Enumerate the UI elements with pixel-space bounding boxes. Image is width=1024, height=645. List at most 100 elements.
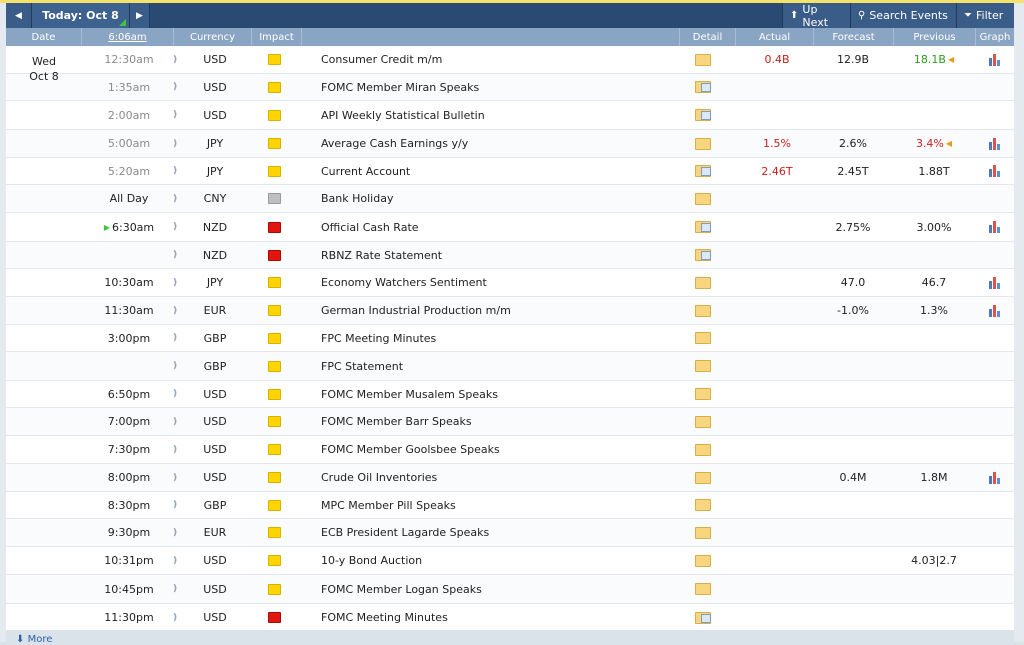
event-title[interactable]: FPC Meeting Minutes xyxy=(321,331,437,345)
folder-icon[interactable] xyxy=(695,415,711,428)
chart-icon[interactable] xyxy=(989,53,1003,66)
sound-icon[interactable]: ❫ xyxy=(171,82,179,92)
folder-icon[interactable] xyxy=(695,554,711,567)
folder-icon[interactable] xyxy=(695,276,711,289)
filter-button[interactable]: ⏷ Filter xyxy=(956,3,1014,28)
detail-cell[interactable] xyxy=(692,130,714,157)
sound-icon[interactable]: ❫ xyxy=(171,277,179,288)
event-row[interactable]: 11:30pm ❫ USD FOMC Meeting Minutes xyxy=(6,604,1014,632)
sound-icon[interactable]: ❫ xyxy=(171,500,179,510)
graph-cell[interactable] xyxy=(981,46,1011,73)
event-row[interactable]: 10:31pm ❫ USD 10-y Bond Auction 4.03|2.7 xyxy=(6,547,1014,575)
sound-icon[interactable]: ❫ xyxy=(171,54,179,65)
event-row[interactable]: 5:00am ❫ JPY Average Cash Earnings y/y 1.5% 2… xyxy=(6,130,1014,158)
chart-icon[interactable] xyxy=(989,165,1003,177)
chart-icon[interactable] xyxy=(989,137,1003,150)
event-title[interactable]: Average Cash Earnings y/y xyxy=(321,137,469,150)
folder-icon[interactable] xyxy=(695,611,711,624)
sound-icon[interactable]: ❫ xyxy=(171,305,179,316)
folder-icon[interactable] xyxy=(695,249,711,261)
detail-cell[interactable] xyxy=(692,604,714,631)
event-title[interactable]: Crude Oil Inventories xyxy=(321,471,438,484)
chart-icon[interactable] xyxy=(989,221,1003,233)
event-row[interactable]: 8:00pm ❫ USD Crude Oil Inventories 0.4M 1.8M xyxy=(6,464,1014,492)
sound-icon[interactable]: ❫ xyxy=(171,444,179,455)
chart-icon[interactable] xyxy=(989,471,1003,484)
event-title[interactable]: FOMC Member Logan Speaks xyxy=(321,582,482,596)
detail-cell[interactable] xyxy=(692,185,714,212)
folder-icon[interactable] xyxy=(695,499,711,511)
event-row[interactable]: 8:30pm ❫ GBP MPC Member Pill Speaks xyxy=(6,492,1014,519)
sound-icon[interactable]: ❫ xyxy=(171,110,179,120)
folder-icon[interactable] xyxy=(695,81,711,93)
event-row[interactable]: 3:00pm ❫ GBP FPC Meeting Minutes xyxy=(6,325,1014,352)
folder-icon[interactable] xyxy=(695,192,711,205)
chart-icon[interactable] xyxy=(989,276,1003,289)
detail-cell[interactable] xyxy=(692,352,714,380)
sound-icon[interactable]: ❫ xyxy=(171,333,179,343)
event-title[interactable]: Current Account xyxy=(321,164,411,178)
folder-icon[interactable] xyxy=(695,388,711,400)
event-row[interactable]: 2:00am ❫ USD API Weekly Statistical Bulleti… xyxy=(6,101,1014,130)
event-row[interactable]: 9:30pm ❫ EUR ECB President Lagarde Speaks xyxy=(6,519,1014,547)
graph-cell[interactable] xyxy=(981,158,1011,184)
sound-icon[interactable]: ❫ xyxy=(171,138,179,149)
event-row[interactable]: ▶ 6:30am ❫ NZD Official Cash Rate 2.75% 3.00% xyxy=(6,213,1014,242)
folder-icon[interactable] xyxy=(695,443,711,456)
detail-cell[interactable] xyxy=(692,101,714,129)
detail-cell[interactable] xyxy=(692,492,714,518)
sound-icon[interactable]: ❫ xyxy=(171,250,179,260)
event-title[interactable]: German Industrial Production m/m xyxy=(321,304,511,317)
graph-cell[interactable] xyxy=(981,269,1011,296)
event-title[interactable]: Economy Watchers Sentiment xyxy=(321,276,487,289)
folder-icon[interactable] xyxy=(695,165,711,177)
detail-cell[interactable] xyxy=(692,46,714,73)
event-row[interactable]: All Day ❫ CNY Bank Holiday xyxy=(6,185,1014,213)
event-title[interactable]: FPC Statement xyxy=(321,359,404,373)
event-row[interactable]: 1:35am ❫ USD FOMC Member Miran Speaks xyxy=(6,74,1014,101)
search-events-button[interactable]: ⚲ Search Events xyxy=(850,3,956,28)
event-title[interactable]: Consumer Credit m/m xyxy=(321,53,443,66)
graph-cell[interactable] xyxy=(981,130,1011,157)
sound-icon[interactable]: ❫ xyxy=(171,555,179,566)
folder-icon[interactable] xyxy=(695,583,711,595)
detail-cell[interactable] xyxy=(692,519,714,546)
event-title[interactable]: ECB President Lagarde Speaks xyxy=(321,526,490,539)
detail-cell[interactable] xyxy=(692,297,714,324)
detail-cell[interactable] xyxy=(692,213,714,241)
detail-cell[interactable] xyxy=(692,325,714,351)
event-title[interactable]: API Weekly Statistical Bulletin xyxy=(321,108,485,122)
folder-icon[interactable] xyxy=(695,332,711,344)
sound-icon[interactable]: ❫ xyxy=(171,584,179,594)
event-row[interactable]: 10:45pm ❫ USD FOMC Member Logan Speaks xyxy=(6,575,1014,604)
next-day-button[interactable]: ▶ xyxy=(130,3,150,28)
detail-cell[interactable] xyxy=(692,408,714,435)
today-label[interactable]: Today: Oct 8 xyxy=(32,3,130,28)
event-title[interactable]: Bank Holiday xyxy=(321,192,394,205)
col-header-time[interactable]: 6:06am xyxy=(82,28,174,46)
detail-cell[interactable] xyxy=(692,547,714,574)
event-title[interactable]: MPC Member Pill Speaks xyxy=(321,498,456,512)
detail-cell[interactable] xyxy=(692,74,714,100)
graph-cell[interactable] xyxy=(981,297,1011,324)
detail-cell[interactable] xyxy=(692,158,714,184)
event-title[interactable]: FOMC Member Musalem Speaks xyxy=(321,387,498,401)
detail-cell[interactable] xyxy=(692,269,714,296)
event-title[interactable]: FOMC Meeting Minutes xyxy=(321,611,448,624)
folder-icon[interactable] xyxy=(695,526,711,539)
folder-icon[interactable] xyxy=(695,137,711,150)
folder-icon[interactable] xyxy=(695,304,711,317)
event-row[interactable]: 12:30am ❫ USD Consumer Credit m/m 0.4B 12.9B 1… xyxy=(6,46,1014,74)
event-title[interactable]: RBNZ Rate Statement xyxy=(321,248,443,262)
graph-cell[interactable] xyxy=(981,213,1011,241)
event-title[interactable]: FOMC Member Barr Speaks xyxy=(321,415,472,428)
event-row[interactable]: 7:00pm ❫ USD FOMC Member Barr Speaks xyxy=(6,408,1014,436)
folder-icon[interactable] xyxy=(695,221,711,233)
event-title[interactable]: Official Cash Rate xyxy=(321,220,419,234)
sound-icon[interactable]: ❫ xyxy=(171,166,179,176)
event-row[interactable]: 11:30am ❫ EUR German Industrial Production … xyxy=(6,297,1014,325)
event-title[interactable]: FOMC Member Goolsbee Speaks xyxy=(321,443,500,456)
event-row[interactable]: 5:20am ❫ JPY Current Account 2.46T 2.45T 1.88T xyxy=(6,158,1014,185)
sound-icon[interactable]: ❫ xyxy=(171,527,179,538)
event-row[interactable]: ❫ NZD RBNZ Rate Statement xyxy=(6,242,1014,269)
